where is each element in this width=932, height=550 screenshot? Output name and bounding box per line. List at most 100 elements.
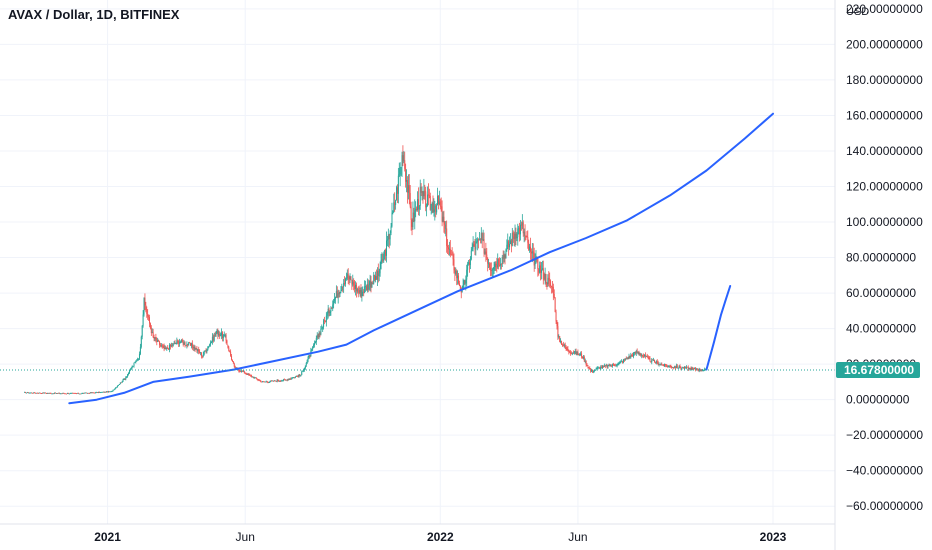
candle — [48, 392, 50, 394]
candle — [618, 361, 620, 366]
candle — [34, 392, 36, 394]
y-tick-label: 140.00000000 — [846, 144, 923, 158]
candle-body — [270, 380, 272, 382]
candle-body — [664, 364, 666, 366]
candle — [380, 253, 382, 270]
candle-body — [312, 346, 314, 350]
candle-body — [168, 348, 170, 350]
candle — [477, 237, 479, 251]
candle-body — [512, 232, 514, 237]
candle — [272, 380, 274, 382]
candle-body — [105, 391, 107, 393]
candle — [364, 280, 366, 294]
candle-body — [200, 352, 202, 354]
candle-body — [645, 356, 647, 357]
candle-body — [282, 379, 284, 381]
candle — [383, 251, 385, 263]
candle — [437, 195, 439, 210]
candle-body — [43, 392, 45, 394]
candle — [318, 330, 320, 340]
candle-body — [551, 286, 553, 288]
candle-body — [702, 370, 704, 372]
candle — [480, 227, 482, 244]
candle — [45, 392, 47, 394]
drawn-trend-line-1 — [68, 112, 774, 405]
candle-body — [293, 377, 295, 379]
candle-body — [424, 190, 426, 192]
candle — [232, 361, 234, 364]
candle — [74, 392, 76, 394]
candle — [517, 223, 519, 246]
candle — [433, 198, 435, 217]
time-axis[interactable]: 2021 Jun 2022 Jun 2023 — [94, 530, 786, 544]
candle — [697, 368, 699, 372]
candle — [486, 248, 488, 261]
candle-body — [50, 393, 52, 394]
candle-body — [636, 351, 638, 353]
candle — [212, 334, 214, 343]
candle — [273, 380, 275, 382]
candle — [38, 392, 40, 394]
candle-body — [441, 206, 443, 222]
candle — [252, 376, 254, 379]
candle — [399, 162, 401, 187]
candle — [592, 370, 594, 374]
candle — [196, 345, 198, 353]
candle-body — [272, 380, 274, 382]
candle-body — [341, 286, 343, 291]
candle — [447, 244, 449, 256]
candle — [97, 392, 99, 393]
candle — [629, 355, 631, 359]
candle-body — [658, 364, 660, 366]
candle — [503, 250, 505, 263]
candle-body — [584, 360, 586, 362]
candle-body — [100, 392, 102, 393]
candle — [326, 311, 328, 320]
candle — [307, 355, 309, 363]
candle-body — [651, 359, 653, 363]
candle — [27, 392, 29, 394]
candle — [299, 373, 301, 377]
candle-body — [198, 349, 200, 352]
candle — [369, 274, 371, 292]
candle — [293, 377, 295, 379]
candle-body — [677, 367, 679, 369]
candle — [557, 322, 559, 340]
candle — [69, 392, 71, 394]
candle — [699, 368, 701, 372]
candle — [362, 286, 364, 297]
candle — [331, 306, 333, 309]
candle-body — [362, 291, 364, 293]
candle — [376, 267, 378, 287]
candle-body — [685, 366, 687, 369]
candle — [481, 232, 483, 249]
candle — [476, 238, 478, 244]
candle — [685, 365, 687, 370]
candle-body — [331, 308, 333, 309]
candle-body — [359, 290, 361, 293]
candle — [656, 359, 658, 365]
candle — [32, 392, 34, 394]
candle — [582, 355, 584, 360]
candle-body — [179, 342, 181, 344]
candle — [99, 392, 101, 394]
candle — [147, 309, 149, 320]
candle — [337, 289, 339, 304]
candle-body — [233, 363, 235, 367]
candle — [154, 337, 156, 342]
candle-body — [333, 300, 335, 305]
candle-body — [320, 328, 322, 335]
candle-body — [344, 283, 346, 284]
candle — [358, 285, 360, 295]
candle-body — [388, 234, 390, 240]
candle-body — [666, 366, 668, 368]
candle-body — [650, 361, 652, 363]
candle — [240, 370, 242, 373]
candle — [169, 343, 171, 350]
candle — [89, 392, 91, 394]
candle — [133, 362, 135, 368]
candle-body — [98, 391, 100, 393]
price-axis[interactable]: 220.00000000 200.00000000 180.00000000 160.… — [846, 2, 923, 513]
candle — [479, 238, 481, 244]
